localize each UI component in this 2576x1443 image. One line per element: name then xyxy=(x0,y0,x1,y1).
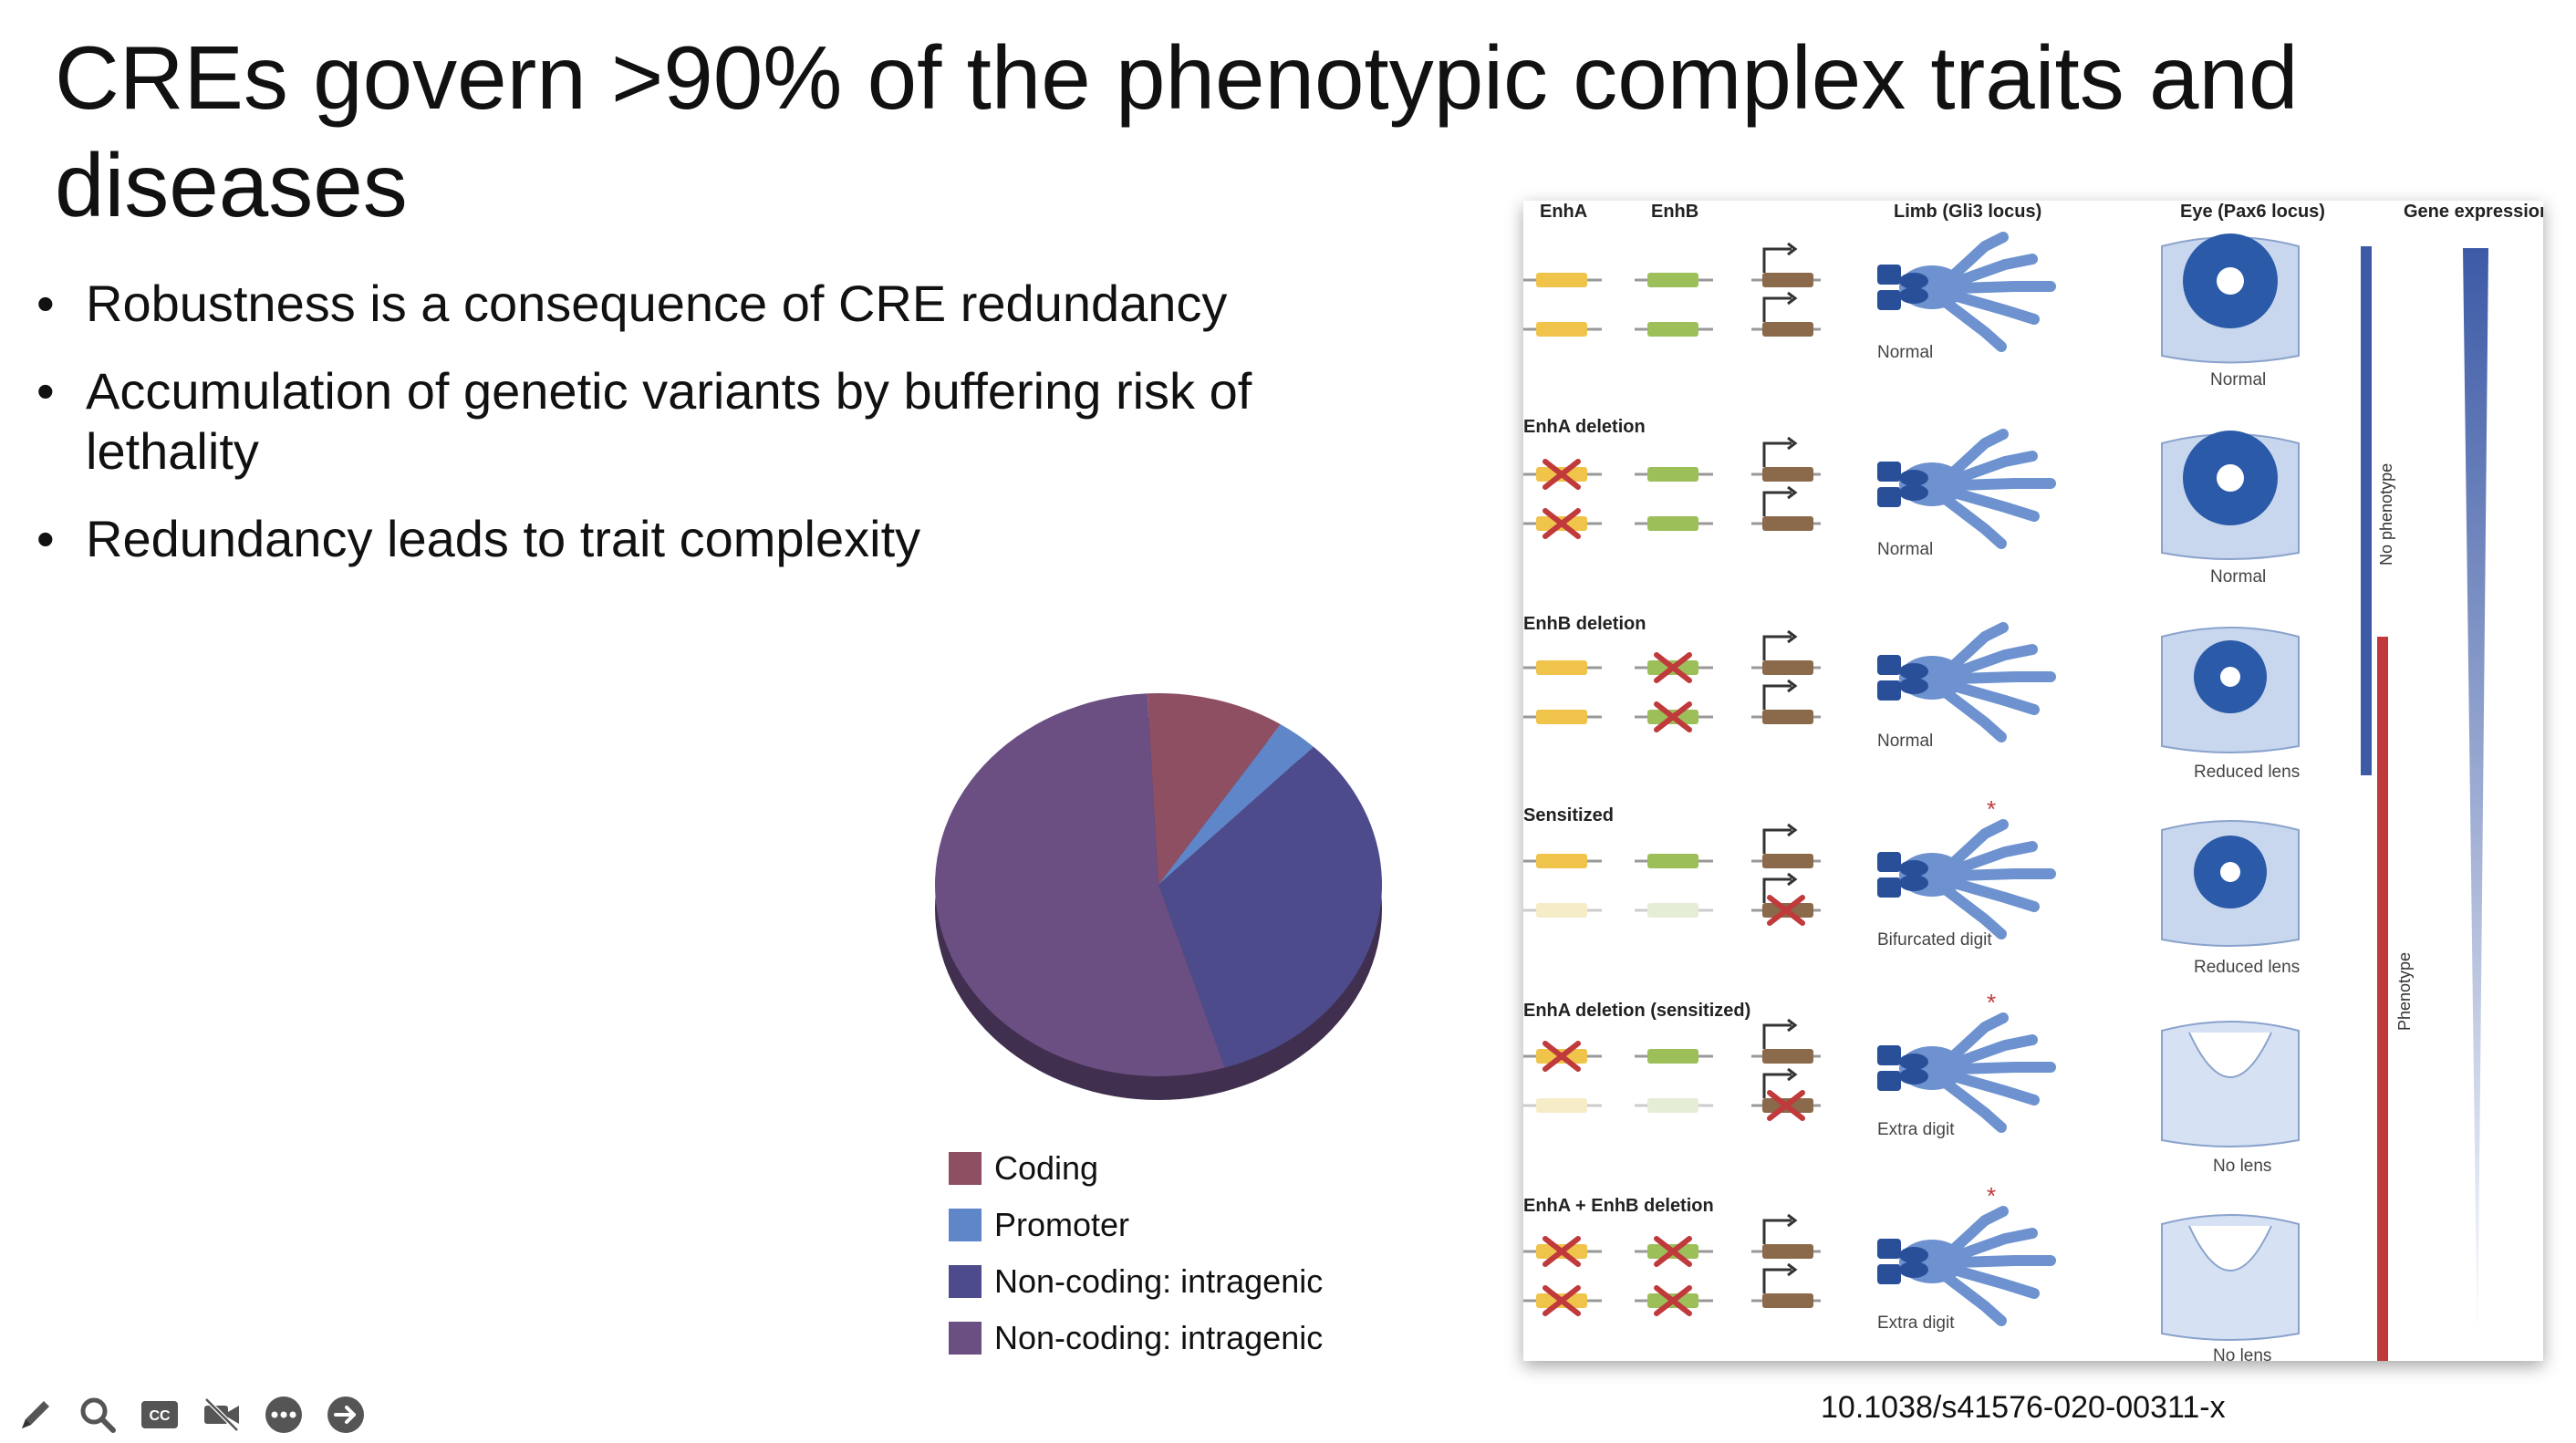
limb-phenotype: Normal xyxy=(1877,343,1933,362)
eye-reduced-lens-icon xyxy=(2161,627,2300,753)
header-enha: EnhA xyxy=(1540,202,1587,222)
legend-swatch xyxy=(949,1152,982,1185)
pie-slice-0 xyxy=(1147,693,1281,885)
legend-label: Promoter xyxy=(994,1206,1130,1243)
next-icon[interactable] xyxy=(323,1392,369,1438)
figure-row-enhb-deletion: EnhB deletion Normal Reduced lens xyxy=(1523,614,2300,782)
legend-item-coding: Coding xyxy=(949,1140,1323,1197)
no-phenotype-label: No phenotype xyxy=(2377,463,2395,566)
limb-phenotype: Normal xyxy=(1877,540,1933,559)
eye-phenotype: Normal xyxy=(2210,370,2266,389)
bullet-item: Redundancy leads to trait complexity xyxy=(36,509,1387,569)
eye-reduced-lens-icon xyxy=(2161,820,2300,947)
limb-phenotype: Normal xyxy=(1877,732,1933,751)
pie-slice-1 xyxy=(1158,724,1314,885)
pie-legend: Coding Promoter Non-coding: intragenic N… xyxy=(949,1140,1323,1366)
row-label: EnhB deletion xyxy=(1523,614,1646,634)
asterisk-icon: * xyxy=(1987,1182,1996,1209)
search-icon[interactable] xyxy=(75,1392,120,1438)
header-gene-expression: Gene expression xyxy=(2404,202,2543,222)
citation-doi: 10.1038/s41576-020-00311-x xyxy=(1821,1390,2226,1425)
eye-phenotype: No lens xyxy=(2213,1346,2271,1361)
legend-swatch xyxy=(949,1322,982,1355)
row-label: EnhA deletion (sensitized) xyxy=(1523,1001,1750,1021)
figure-row-sensitized: Sensitized * Bifurcated digit Reduced le… xyxy=(1523,795,2300,977)
phenotype-bar xyxy=(2377,637,2388,1361)
limb-phenotype: Bifurcated digit xyxy=(1877,930,1992,950)
row-label: EnhA + EnhB deletion xyxy=(1523,1196,1714,1216)
eye-no-lens-icon xyxy=(2161,1021,2300,1147)
legend-label: Non-coding: intragenic xyxy=(994,1319,1324,1356)
figure-row-normal: Normal Normal xyxy=(1523,234,2300,389)
row-label: Sensitized xyxy=(1523,805,1614,825)
legend-label: Coding xyxy=(994,1149,1099,1187)
eye-phenotype: Reduced lens xyxy=(2194,763,2300,782)
limb-phenotype: Extra digit xyxy=(1877,1120,1955,1139)
no-phenotype-bar xyxy=(2361,246,2372,775)
eye-phenotype: No lens xyxy=(2213,1157,2271,1176)
bullet-item: Robustness is a consequence of CRE redun… xyxy=(36,274,1387,334)
pie-slice-2 xyxy=(1158,746,1382,1068)
pen-icon[interactable] xyxy=(13,1392,58,1438)
header-enhb: EnhB xyxy=(1651,202,1698,222)
gene-expression-gradient xyxy=(2463,248,2488,1359)
enhancer-redundancy-figure: EnhA EnhB Limb (Gli3 locus) Eye (Pax6 lo… xyxy=(1523,201,2543,1361)
legend-item-promoter: Promoter xyxy=(949,1197,1323,1253)
eye-no-lens-icon xyxy=(2161,1214,2300,1341)
video-off-icon[interactable] xyxy=(199,1392,244,1438)
eye-phenotype: Reduced lens xyxy=(2194,958,2300,977)
svg-text:CC: CC xyxy=(149,1408,171,1424)
eye-normal-icon xyxy=(2161,431,2300,560)
cc-icon[interactable]: CC xyxy=(137,1392,182,1438)
phenotype-label: Phenotype xyxy=(2395,952,2414,1031)
bullet-list: Robustness is a consequence of CRE redun… xyxy=(36,274,1387,597)
more-icon[interactable] xyxy=(261,1392,306,1438)
legend-item-noncoding-1: Non-coding: intragenic xyxy=(949,1253,1323,1310)
legend-item-noncoding-2: Non-coding: intragenic xyxy=(949,1310,1323,1366)
row-label: EnhA deletion xyxy=(1523,417,1646,437)
eye-normal-icon xyxy=(2161,234,2300,364)
legend-swatch xyxy=(949,1209,982,1241)
header-limb: Limb (Gli3 locus) xyxy=(1894,202,2041,222)
pie-slice-3 xyxy=(935,693,1225,1076)
figure-row-enha-deletion: EnhA deletion Normal Normal xyxy=(1523,417,2300,587)
header-eye: Eye (Pax6 locus) xyxy=(2180,202,2325,222)
asterisk-icon: * xyxy=(1987,989,1996,1016)
figure-row-enha-deletion-sensitized: EnhA deletion (sensitized) * Extra digit… xyxy=(1523,989,2300,1176)
legend-swatch xyxy=(949,1265,982,1298)
figure-row-enha-enhb-deletion: EnhA + EnhB deletion * Extra digit No le… xyxy=(1523,1182,2300,1361)
slide-title: CREs govern >90% of the phenotypic compl… xyxy=(55,27,2299,235)
pie-chart xyxy=(921,693,1396,1113)
presentation-toolbar: CC xyxy=(13,1392,369,1438)
asterisk-icon: * xyxy=(1987,795,1996,823)
bullet-item: Accumulation of genetic variants by buff… xyxy=(36,361,1387,482)
limb-phenotype: Extra digit xyxy=(1877,1313,1955,1333)
eye-phenotype: Normal xyxy=(2210,567,2266,587)
legend-label: Non-coding: intragenic xyxy=(994,1262,1324,1300)
